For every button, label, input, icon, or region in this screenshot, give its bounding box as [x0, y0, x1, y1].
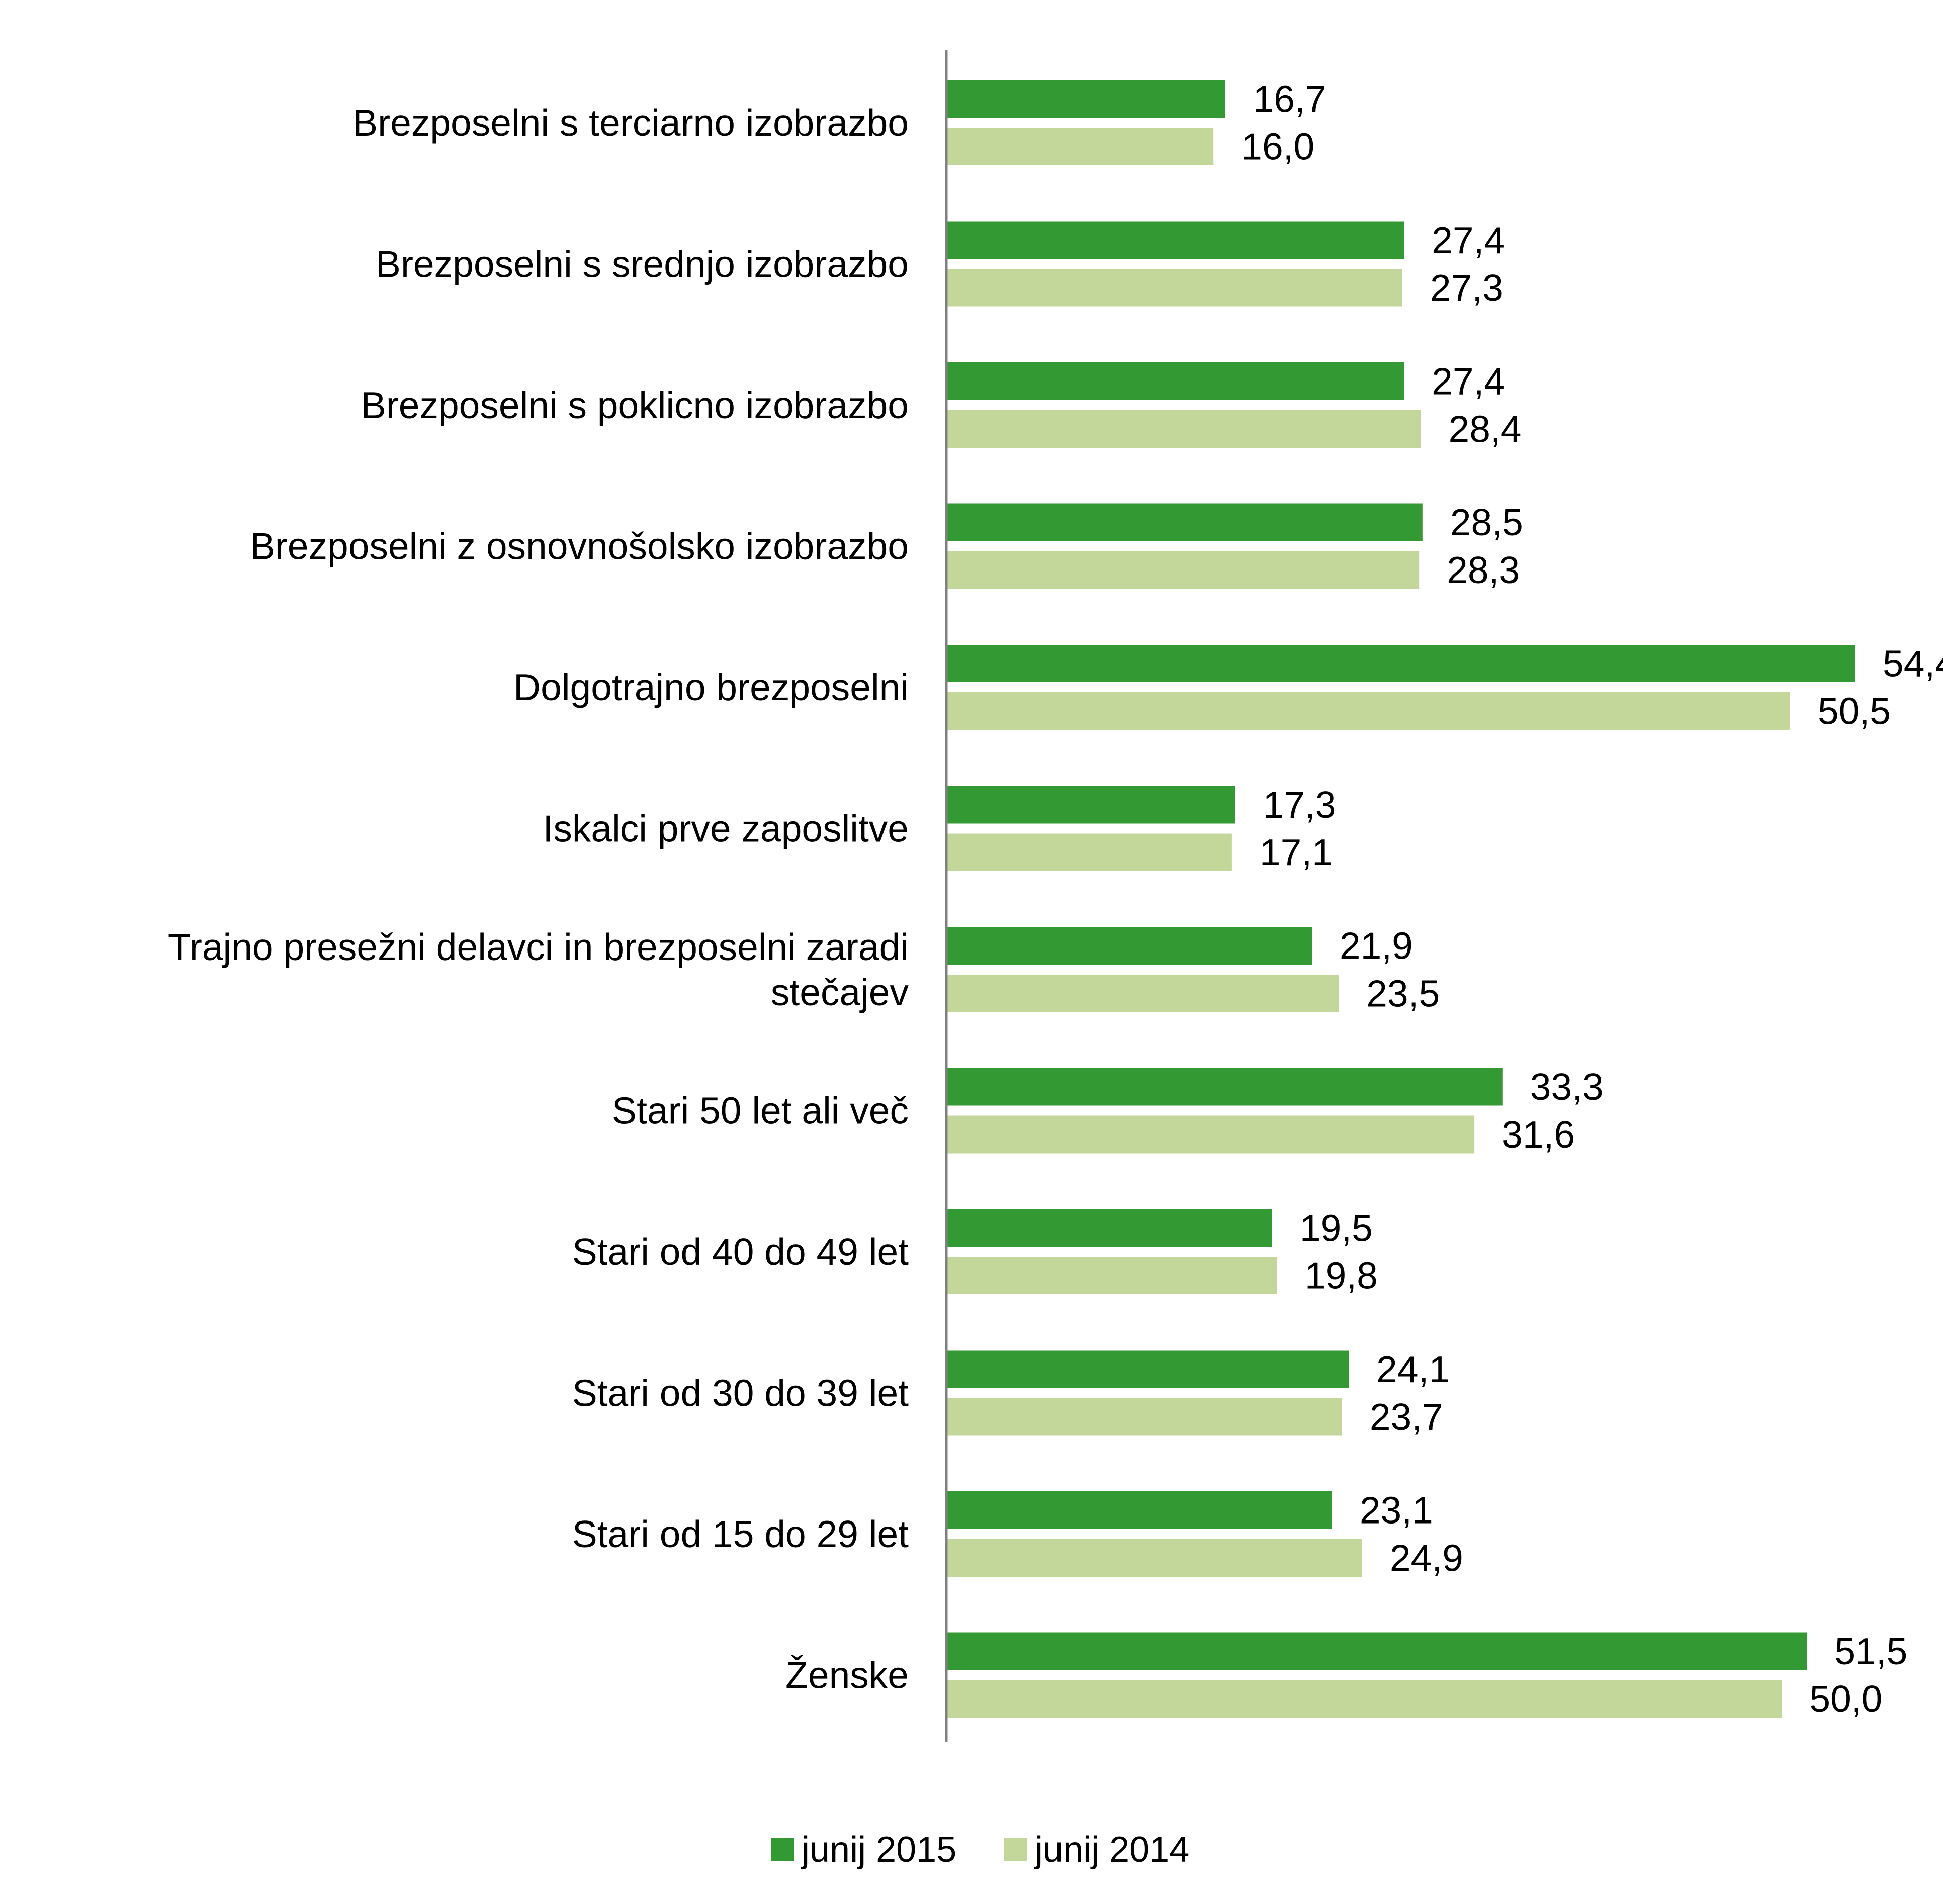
category-label-line: Brezposelni s srednjo izobrazbo [376, 243, 909, 285]
bar-junij-2015 [946, 1491, 1332, 1529]
category-label-line: Brezposelni z osnovnošolsko izobrazbo [250, 525, 909, 567]
category-label-line: stečajev [771, 971, 909, 1013]
category-label: Brezposelni s terciarno izobrazbo [352, 102, 909, 144]
value-label: 19,5 [1300, 1207, 1373, 1249]
category-label: Stari od 30 do 39 let [572, 1372, 909, 1414]
bar-junij-2014 [946, 1539, 1362, 1577]
category-label: Brezposelni z osnovnošolsko izobrazbo [250, 525, 909, 567]
value-label: 50,0 [1809, 1678, 1882, 1720]
bar-junij-2014 [946, 1398, 1342, 1436]
value-label: 24,9 [1390, 1537, 1463, 1579]
value-label: 54,4 [1883, 643, 1943, 685]
value-label: 19,8 [1305, 1255, 1378, 1297]
bar-junij-2015 [946, 1350, 1349, 1388]
value-label: 23,7 [1370, 1396, 1443, 1438]
category-label-line: Stari 50 let ali več [612, 1090, 909, 1132]
value-labels: 16,7 16,0 27,4 27,3 27,4 28,4 28,5 28,3 54,4 50,5… [1241, 78, 1943, 1721]
value-label: 23,1 [1360, 1489, 1433, 1532]
category-label: Ženske [785, 1654, 909, 1696]
value-label: 17,1 [1260, 831, 1333, 873]
category-label-line: Trajno presežni delavci in brezposelni z… [168, 926, 909, 968]
category-label: Dolgotrajno brezposelni [513, 666, 909, 708]
category-label-line: Dolgotrajno brezposelni [513, 666, 909, 708]
category-label: Iskalci prve zaposlitve [543, 808, 909, 850]
value-label: 16,0 [1241, 126, 1314, 168]
value-label: 23,5 [1366, 973, 1440, 1015]
legend: junij 2015 junij 2014 [771, 1830, 1189, 1870]
bar-junij-2015 [946, 221, 1404, 259]
value-label: 33,3 [1530, 1066, 1604, 1108]
value-label: 27,3 [1430, 267, 1503, 309]
bar-junij-2015 [946, 1209, 1272, 1247]
category-labels: Brezposelni s terciarno izobrazbo Brezpos… [168, 102, 909, 1696]
bar-junij-2014 [946, 1680, 1782, 1718]
bar-junij-2015 [946, 503, 1423, 541]
legend-label: junij 2015 [801, 1830, 956, 1870]
bar-junij-2015 [946, 927, 1312, 965]
category-label-line: Brezposelni s terciarno izobrazbo [352, 102, 909, 144]
bar-junij-2014 [946, 975, 1339, 1012]
bar-junij-2015 [946, 645, 1855, 682]
category-label: Trajno presežni delavci in brezposelni z… [168, 926, 909, 1013]
bar-junij-2015 [946, 1632, 1807, 1670]
category-label-line: Stari od 40 do 49 let [572, 1231, 909, 1273]
category-label: Stari 50 let ali več [612, 1090, 909, 1132]
bar-junij-2014 [946, 692, 1791, 730]
bar-junij-2014 [946, 833, 1232, 871]
legend-swatch-junij-2015 [771, 1838, 794, 1861]
bar-junij-2014 [946, 128, 1214, 165]
value-label: 21,9 [1340, 925, 1413, 967]
category-label-line: Ženske [785, 1654, 909, 1696]
category-label: Stari od 40 do 49 let [572, 1231, 909, 1273]
value-label: 27,4 [1432, 360, 1505, 403]
value-label: 28,3 [1447, 549, 1520, 591]
bar-junij-2015 [946, 80, 1225, 118]
legend-label: junij 2014 [1034, 1830, 1189, 1870]
bar-junij-2014 [946, 269, 1402, 307]
category-label-line: Stari od 30 do 39 let [572, 1372, 909, 1414]
legend-swatch-junij-2014 [1004, 1838, 1027, 1861]
category-label-line: Brezposelni s poklicno izobrazbo [361, 384, 909, 426]
value-label: 50,5 [1818, 690, 1891, 732]
category-label-line: Iskalci prve zaposlitve [543, 808, 909, 850]
value-label: 24,1 [1376, 1348, 1450, 1390]
bar-junij-2015 [946, 1068, 1503, 1106]
category-label: Brezposelni s poklicno izobrazbo [361, 384, 909, 426]
value-label: 27,4 [1432, 219, 1505, 261]
bars-layer [946, 80, 1855, 1718]
bar-junij-2014 [946, 1115, 1475, 1154]
category-label: Brezposelni s srednjo izobrazbo [376, 243, 909, 285]
value-label: 17,3 [1263, 784, 1336, 826]
bar-junij-2014 [946, 551, 1420, 589]
category-label-line: Stari od 15 do 29 let [572, 1513, 909, 1555]
value-label: 28,5 [1450, 501, 1523, 543]
bar-junij-2015 [946, 362, 1404, 400]
value-label: 51,5 [1834, 1630, 1907, 1672]
value-label: 16,7 [1253, 78, 1326, 120]
value-label: 31,6 [1502, 1113, 1575, 1156]
bar-junij-2014 [946, 410, 1421, 448]
bar-junij-2014 [946, 1257, 1277, 1294]
category-label: Stari od 15 do 29 let [572, 1513, 909, 1555]
value-label: 28,4 [1448, 408, 1521, 450]
bar-junij-2015 [946, 786, 1235, 824]
